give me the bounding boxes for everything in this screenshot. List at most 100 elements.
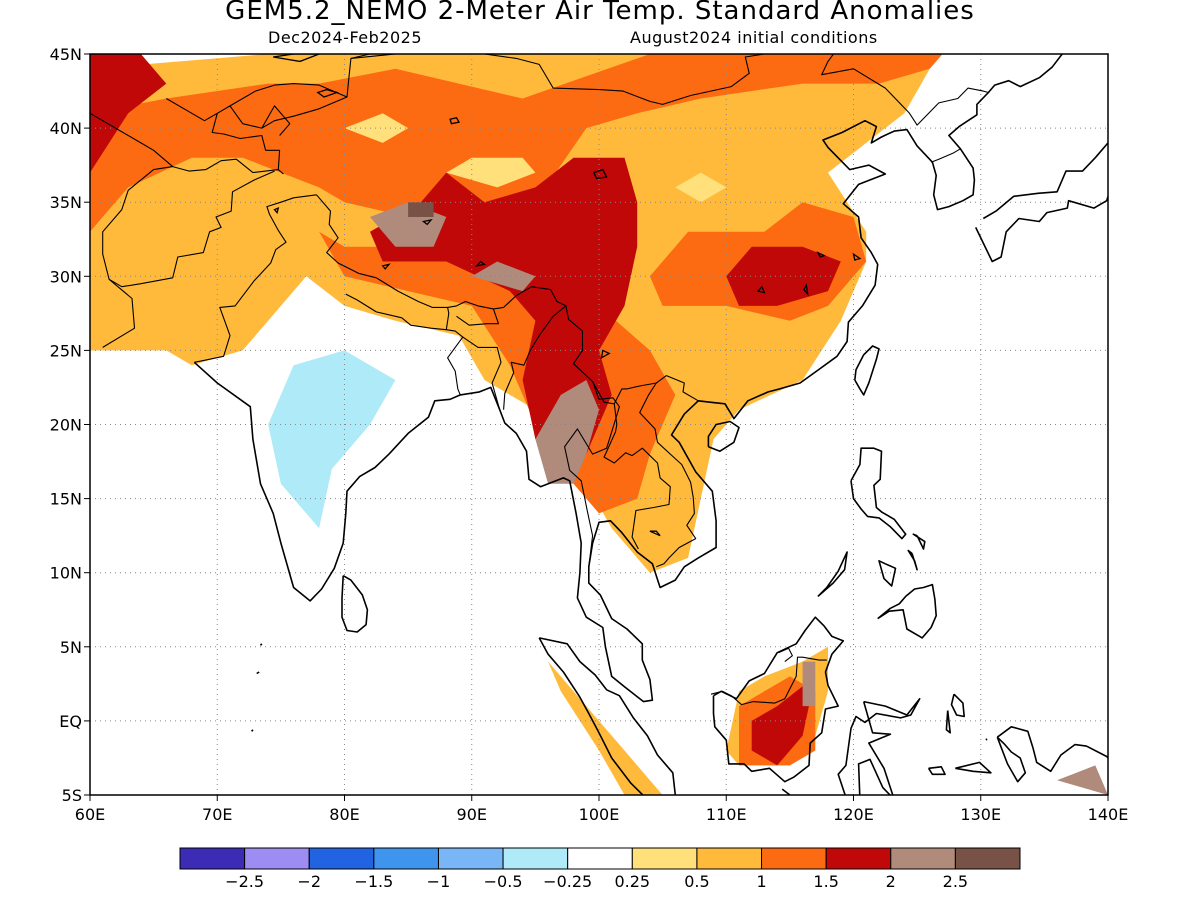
x-tick-label: 90E [457, 805, 487, 824]
x-tick-label: 70E [202, 805, 232, 824]
country-border [90, 112, 174, 168]
legend-swatch [761, 847, 827, 870]
legend-swatch [825, 847, 892, 870]
anomaly-region-0p25 [344, 113, 409, 143]
legend-label: −0.5 [484, 872, 523, 891]
coastline [193, 54, 1063, 703]
lake-outline [600, 349, 611, 360]
legend-label: 2 [886, 872, 896, 891]
coastline [912, 533, 926, 550]
coastline [996, 725, 1108, 773]
legend-swatch [179, 847, 246, 870]
legend-swatch [308, 847, 375, 870]
country-border [108, 170, 275, 288]
anomaly-region-1p5 [726, 246, 841, 306]
lake-outline [316, 88, 340, 98]
coastline-layer [90, 54, 1108, 810]
y-tick-label: 10N [50, 564, 82, 583]
y-tick-label: 40N [50, 119, 82, 138]
coastline [950, 693, 966, 718]
legend-label: −1 [427, 872, 451, 891]
legend-label: −2 [297, 872, 321, 891]
country-border [462, 336, 502, 410]
legend-label: 0.25 [614, 872, 650, 891]
country-border [229, 83, 348, 107]
country-border [194, 194, 317, 363]
coastline [259, 643, 263, 646]
x-tick-label: 110E [706, 805, 747, 824]
coastline [982, 142, 1108, 220]
axis-ticks: 60E 70E 80E 90E 100E 110E 120E 130E 140E 5S EQ 5N 10… [50, 45, 1129, 824]
coastline [707, 420, 740, 453]
legend-swatch [567, 847, 633, 870]
y-tick-label: 20N [50, 416, 82, 435]
initial-conditions-subtitle: August2024 initial conditions [630, 28, 878, 47]
lake-outline [449, 116, 461, 125]
chart-title: GEM5.2_NEMO 2-Meter Air Temp. Standard A… [225, 0, 975, 26]
coastline [878, 559, 897, 587]
y-tick-label: 30N [50, 267, 82, 286]
country-border [710, 656, 827, 706]
anomaly-region-1 [90, 54, 943, 232]
coastline [781, 788, 791, 795]
legend-swatch [631, 847, 698, 870]
x-tick-label: 120E [833, 805, 874, 824]
country-border [930, 148, 961, 163]
anomaly-region-2 [471, 261, 536, 292]
coastline [927, 765, 946, 776]
legend-label: −1.5 [354, 872, 393, 891]
lake-outline [381, 263, 391, 270]
coastline [712, 616, 845, 783]
country-border [564, 381, 620, 567]
gridlines [90, 54, 1108, 795]
coastline [945, 710, 952, 734]
legend-swatch [437, 847, 504, 870]
anomaly-region-0p5 [548, 661, 663, 795]
legend-label: −2.5 [225, 872, 264, 891]
anomaly-region-0p25 [675, 172, 727, 203]
country-border [456, 308, 500, 326]
y-tick-label: 45N [50, 45, 82, 64]
x-tick-label: 80E [329, 805, 359, 824]
x-tick-label: 130E [960, 805, 1001, 824]
coastline [256, 671, 260, 675]
anomaly-region-2p5 [408, 202, 434, 217]
coastline [850, 447, 907, 540]
country-border [102, 158, 284, 348]
anomaly-region-1p5 [751, 676, 816, 766]
country-border [503, 305, 567, 410]
y-tick-label: 25N [50, 341, 82, 360]
country-border [166, 54, 371, 129]
x-tick-label: 100E [579, 805, 620, 824]
coastline [817, 551, 848, 598]
lake-outline [421, 218, 433, 226]
coastline [672, 807, 695, 810]
country-border [802, 54, 989, 126]
coastline [996, 736, 1027, 783]
legend-swatch [502, 847, 569, 870]
coastline [250, 729, 254, 732]
coastline [877, 583, 938, 639]
anomaly-region-2 [802, 661, 816, 707]
country-border [211, 113, 281, 170]
forecast-period-subtitle: Dec2024-Feb2025 [268, 28, 422, 47]
y-tick-label: 15N [50, 490, 82, 509]
country-border [316, 194, 699, 405]
y-tick-label: 5S [62, 786, 82, 805]
legend-label: 0.5 [684, 872, 709, 891]
coastline [538, 637, 677, 795]
coastline [341, 575, 369, 633]
lake-outline [756, 285, 766, 294]
country-border [778, 647, 793, 663]
country-border [345, 293, 450, 331]
country-border [603, 403, 671, 550]
anomaly-region-2 [535, 380, 599, 484]
anomaly-region-0p25 [446, 157, 536, 188]
coastline [955, 761, 992, 774]
coastline [907, 549, 918, 571]
legend-label: −0.25 [543, 872, 592, 891]
lake-outline [273, 54, 320, 63]
country-border [261, 105, 291, 136]
country-border [350, 54, 765, 105]
